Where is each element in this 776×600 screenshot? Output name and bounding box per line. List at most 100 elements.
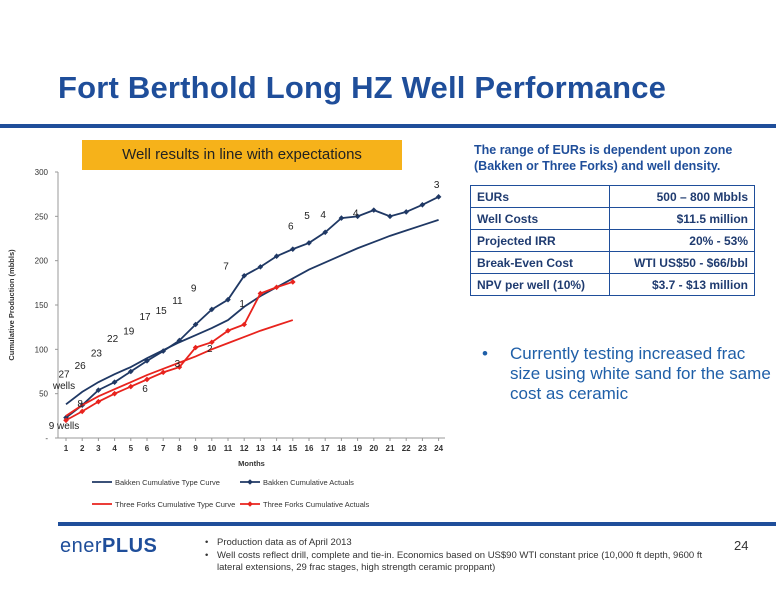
logo-text-plus: PLUS	[102, 535, 158, 557]
y-tick-label: 100	[35, 345, 49, 354]
well-count-label: 22	[107, 334, 119, 345]
well-count-label: 9 wells	[49, 421, 80, 432]
data-point	[387, 213, 393, 220]
data-point	[192, 344, 199, 351]
table-cell-label: Break-Even Cost	[470, 251, 610, 274]
table-cell-value: $11.5 million	[608, 207, 756, 230]
y-tick-label: 150	[35, 301, 49, 310]
x-tick-label: 22	[402, 444, 411, 453]
x-tick-label: 15	[288, 444, 297, 453]
well-count-label: 17	[139, 312, 151, 323]
data-point	[95, 387, 102, 393]
legend-label: Bakken Cumulative Actuals	[263, 478, 354, 487]
y-tick-label: 50	[39, 390, 48, 399]
page-number: 24	[734, 538, 749, 553]
table-row: Well Costs $11.5 million	[470, 207, 756, 230]
title-divider	[0, 124, 776, 128]
footer-divider	[58, 522, 776, 526]
legend-marker	[247, 501, 253, 507]
data-point	[111, 390, 118, 397]
y-tick-label: -	[45, 434, 48, 443]
data-point	[257, 290, 264, 297]
x-axis-label: Months	[238, 459, 265, 468]
data-point	[403, 209, 409, 215]
x-tick-label: 2	[80, 444, 85, 453]
data-point	[241, 321, 247, 328]
x-tick-label: 18	[337, 444, 346, 453]
well-count-label: 7	[223, 262, 229, 273]
x-tick-label: 11	[224, 444, 233, 453]
y-tick-label: 250	[35, 212, 49, 221]
legend-label: Bakken Cumulative Type Curve	[115, 478, 220, 487]
table-cell-label: Projected IRR	[470, 229, 610, 252]
table-row: NPV per well (10%) $3.7 - $13 million	[470, 273, 756, 296]
x-tick-label: 3	[96, 444, 101, 453]
legend-label: Three Forks Cumulative Type Curve	[115, 500, 235, 509]
well-count-label: 9	[191, 284, 197, 295]
data-point	[322, 229, 328, 236]
well-count-label: 19	[123, 326, 135, 337]
well-count-label: 27	[58, 370, 70, 381]
x-tick-label: 12	[240, 444, 249, 453]
x-tick-label: 14	[272, 444, 281, 453]
data-point	[225, 296, 231, 303]
x-tick-label: 5	[129, 444, 134, 453]
table-row: Projected IRR 20% - 53%	[470, 229, 756, 252]
data-point	[176, 364, 183, 370]
table-cell-value: 20% - 53%	[608, 229, 756, 252]
data-point	[176, 337, 183, 344]
table-row: EURs 500 – 800 Mbbls	[470, 185, 756, 208]
well-count-label: 15	[156, 306, 168, 317]
data-point	[192, 321, 199, 328]
x-tick-label: 20	[369, 444, 378, 453]
x-tick-label: 6	[145, 444, 150, 453]
y-axis-label: Cumulative Production (mbbls)	[7, 249, 16, 361]
enerplus-logo: enerPLUS	[60, 535, 157, 558]
data-point	[128, 383, 134, 390]
x-tick-label: 1	[64, 444, 69, 453]
well-count-label: 3	[175, 359, 181, 370]
x-tick-label: 7	[161, 444, 166, 453]
x-tick-label: 24	[434, 444, 443, 453]
x-tick-label: 8	[177, 444, 182, 453]
data-point	[144, 358, 150, 364]
x-tick-label: 21	[386, 444, 395, 453]
data-point	[273, 284, 280, 291]
data-point	[144, 376, 150, 383]
well-count-label: 6	[288, 222, 294, 233]
series-line	[65, 219, 439, 406]
series-line	[65, 196, 439, 419]
series-line	[65, 319, 294, 417]
economics-table: EURs 500 – 800 Mbbls Well Costs $11.5 mi…	[470, 185, 756, 296]
data-point	[371, 207, 377, 213]
legend-marker	[247, 479, 253, 485]
data-point	[419, 202, 426, 208]
data-point	[128, 368, 134, 375]
well-count-label: 4	[320, 210, 326, 221]
x-tick-label: 17	[321, 444, 330, 453]
well-count-label: 2	[207, 344, 213, 355]
footnote: Well costs reflect drill, complete and t…	[205, 550, 725, 574]
data-point	[63, 417, 69, 424]
x-tick-label: 19	[353, 444, 362, 453]
well-count-label: 11	[172, 296, 183, 307]
well-count-label: 5	[304, 211, 310, 222]
table-cell-value: 500 – 800 Mbbls	[608, 185, 756, 208]
well-count-label: 3	[434, 180, 440, 191]
data-point	[160, 348, 166, 354]
bullet-dot-icon: •	[482, 344, 488, 363]
footnote: Production data as of April 2013	[205, 537, 725, 549]
y-tick-label: 300	[35, 168, 49, 177]
data-point	[241, 272, 247, 279]
eur-note: The range of EURs is dependent upon zone…	[474, 143, 733, 173]
x-tick-label: 9	[193, 444, 198, 453]
table-cell-label: NPV per well (10%)	[470, 273, 610, 296]
bullet-text: Currently testing increased frac size us…	[510, 344, 771, 403]
data-point	[95, 398, 102, 405]
data-point	[209, 339, 215, 346]
x-tick-label: 10	[207, 444, 216, 453]
callout-banner: Well results in line with expectations	[82, 140, 402, 170]
table-cell-label: Well Costs	[470, 207, 610, 230]
data-point	[209, 306, 215, 313]
